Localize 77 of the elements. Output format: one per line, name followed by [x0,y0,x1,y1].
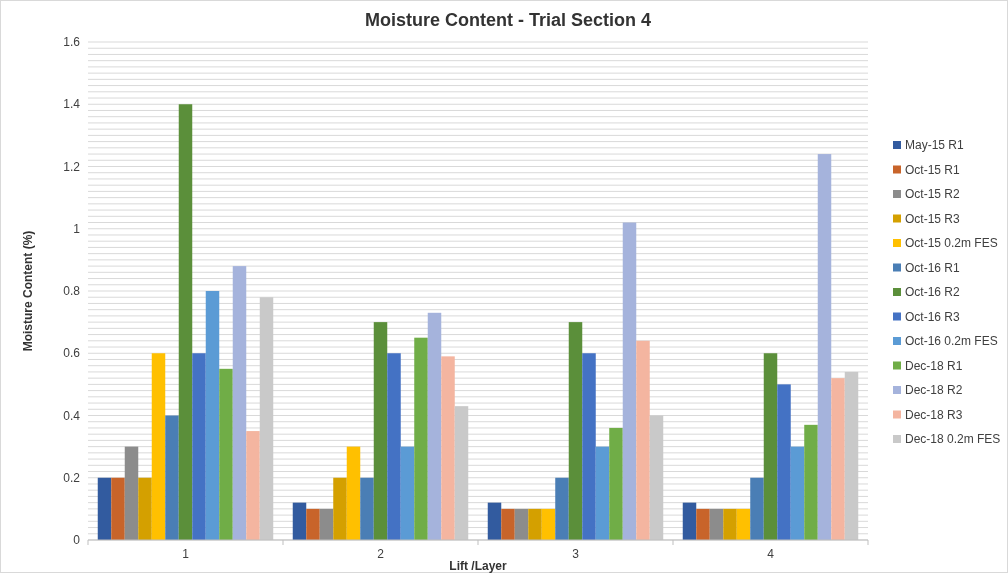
bar [790,446,805,540]
bar [528,508,542,540]
bar [373,322,388,540]
y-tick-label: 1.6 [63,35,81,50]
bar [219,368,233,540]
bar [333,477,347,540]
x-tick-label: 4 [767,547,775,561]
bar [555,477,569,540]
bar [636,340,650,540]
y-axis-title: Moisture Content (%) [21,230,35,352]
legend-label: Dec-18 R1 [905,358,963,373]
x-tick-label: 1 [182,547,190,561]
legend-label: Oct-15 R3 [905,211,961,226]
legend-label: Dec-18 0.2m FES [905,432,1001,447]
bar [427,312,442,540]
y-tick-label: 0 [73,533,81,548]
bar [804,424,818,540]
legend-label: Dec-18 R2 [905,383,963,398]
y-tick-label: 1.4 [63,97,81,112]
bar [306,508,320,540]
bar [831,378,845,540]
bar [736,508,751,540]
legend-label: Oct-15 R2 [905,187,961,202]
x-tick-label: 3 [572,547,580,561]
legend-label: Dec-18 R3 [905,407,963,422]
bar [111,477,125,540]
bar [441,356,455,540]
bar [541,508,556,540]
bar [292,502,307,540]
bar [514,508,529,540]
bar [400,446,415,540]
y-tick-label: 0.2 [63,470,81,485]
y-tick-label: 0.4 [63,408,81,423]
bar [763,353,778,540]
legend-label: May-15 R1 [905,138,965,153]
x-tick-label: 2 [377,547,385,561]
bar [232,266,247,540]
bar [709,508,724,540]
bar [723,508,737,540]
bar [246,431,260,540]
bar [582,353,596,540]
bar [414,337,428,540]
bar [360,477,374,540]
bar [487,502,502,540]
bar [696,508,710,540]
legend-label: Oct-16 R3 [905,309,961,324]
bar [387,353,401,540]
bar [138,477,152,540]
y-tick-label: 1.2 [63,159,81,174]
bar [124,446,139,540]
bar [777,384,791,540]
bar [192,353,206,540]
bar [595,446,610,540]
bar [97,477,112,540]
y-tick-label: 0.8 [63,284,81,299]
x-axis-title: Lift /Layer [449,559,507,573]
legend-label: Oct-16 R2 [905,285,961,300]
bar [501,508,515,540]
legend-label: Oct-15 0.2m FES [905,236,998,251]
bar [205,291,220,540]
y-tick-label: 1 [73,221,81,236]
bar [151,353,166,540]
bar [568,322,583,540]
bar [346,446,361,540]
bar [682,502,697,540]
bar [178,104,193,540]
bar [609,427,623,540]
bar [165,415,179,540]
legend-label: Oct-15 R1 [905,162,961,177]
legend-label: Oct-16 0.2m FES [905,334,998,349]
bar [817,154,832,540]
bar [319,508,334,540]
y-tick-label: 0.6 [63,346,81,361]
bar [622,222,637,540]
bar [750,477,764,540]
chart-title: Moisture Content - Trial Section 4 [364,10,652,30]
legend-label: Oct-16 R1 [905,260,961,275]
